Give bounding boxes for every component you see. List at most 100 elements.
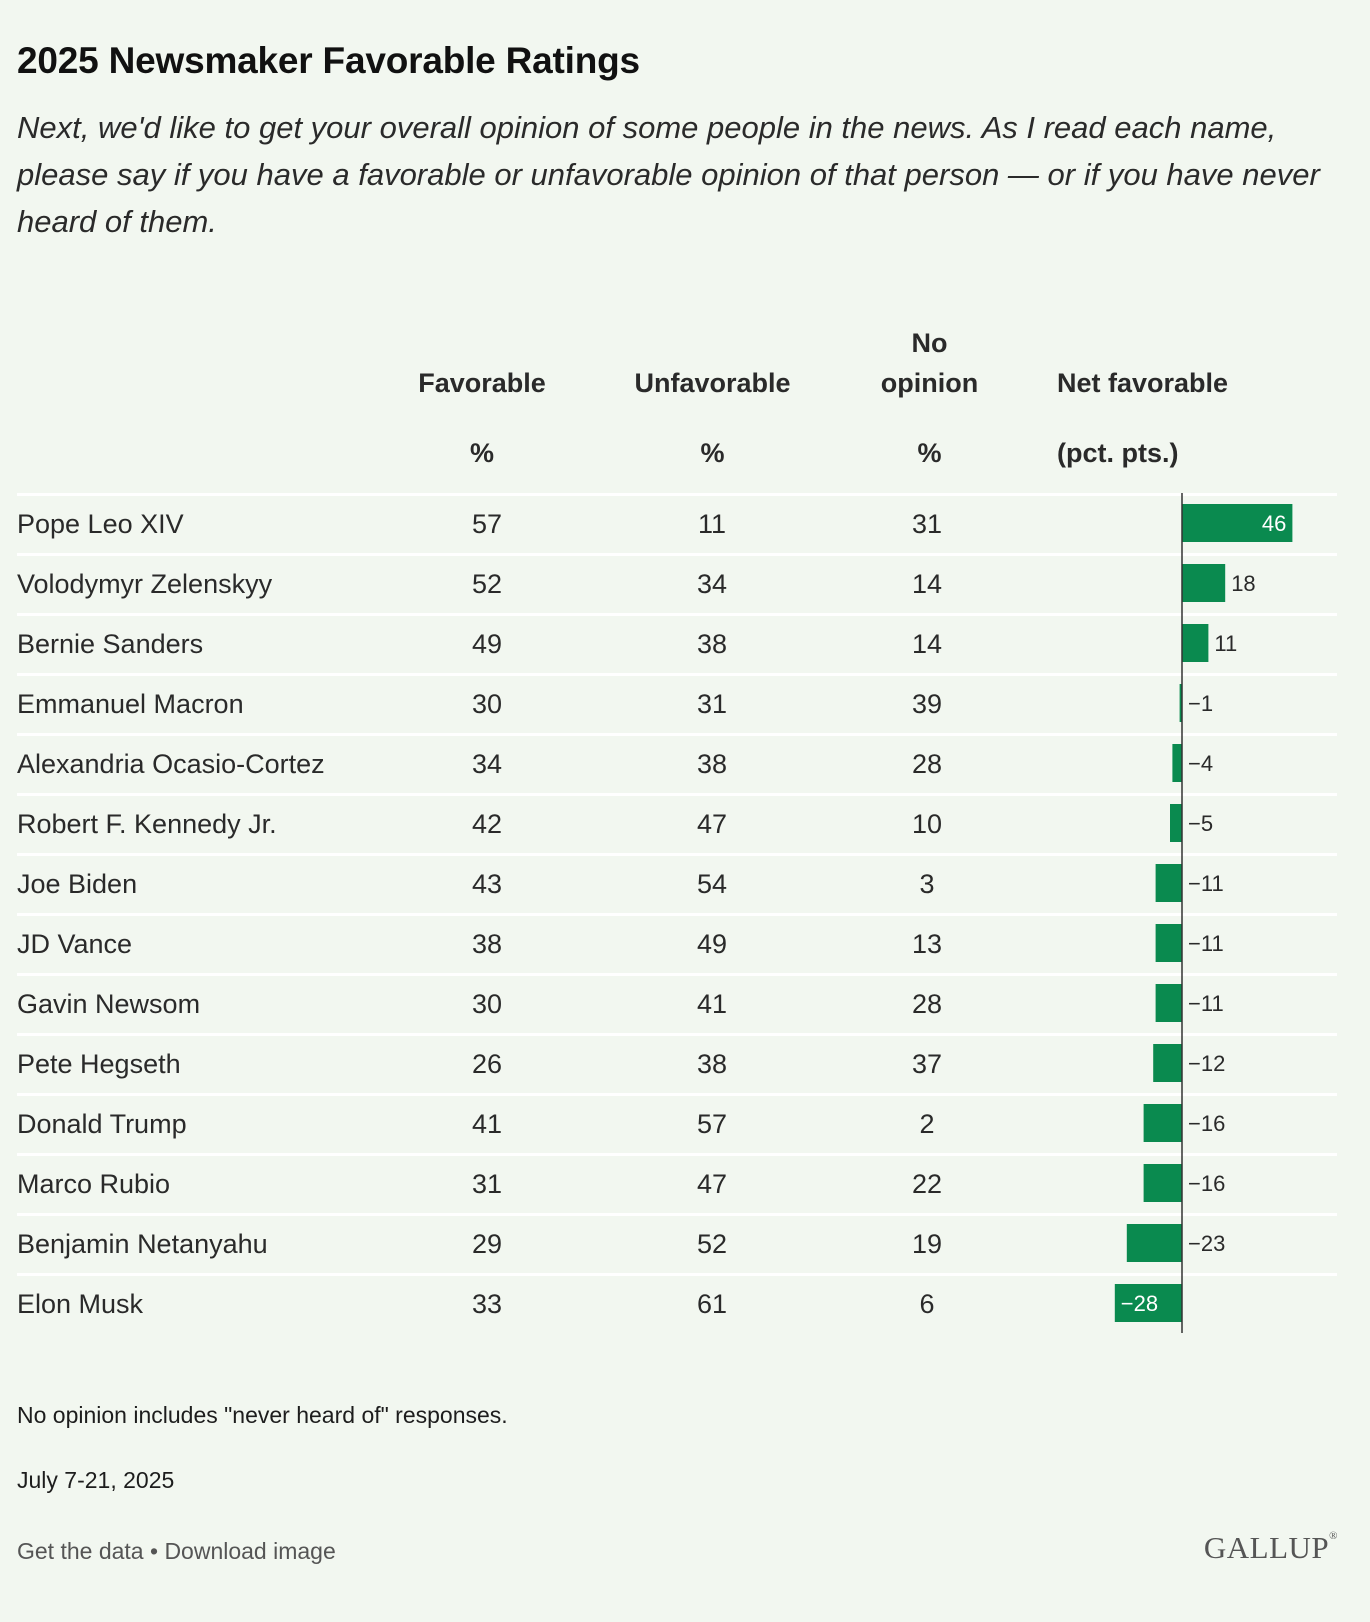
net-value-label: −11: [1188, 871, 1224, 896]
download-image-link[interactable]: Download image: [164, 1538, 336, 1564]
unfavorable-value: 11: [697, 509, 727, 539]
favorable-value: 38: [471, 929, 503, 959]
date: July 7-21, 2025: [17, 1467, 175, 1493]
net-bar: [1179, 684, 1182, 722]
no-opinion-value: 10: [911, 809, 943, 839]
header-net-pct-pts: (pct. pts.): [1057, 438, 1179, 468]
header-net-favorable: Net favorable: [1057, 368, 1229, 398]
person-name: Donald Trump: [17, 1109, 187, 1139]
unfavorable-value: 49: [696, 929, 728, 959]
data-table: Pope Leo XIV 57 11 31 Volodymyr Zelenskyy 52 3…: [17, 493, 1337, 1333]
net-bar: [1126, 1224, 1182, 1262]
header-unfavorable: Unfavorable: [634, 368, 791, 398]
net-value-label: −12: [1188, 1051, 1225, 1076]
footer-links: Get the data • Download image: [17, 1538, 336, 1565]
net-bar: [1155, 984, 1182, 1022]
unfavorable-value: 31: [696, 689, 728, 719]
net-value-label: −5: [1188, 811, 1213, 836]
net-bar: [1172, 744, 1182, 782]
favorable-value: 42: [471, 809, 503, 839]
no-opinion-value: 3: [919, 869, 935, 899]
table-row: Pete Hegseth 26 38 37: [17, 1033, 1337, 1093]
net-value-label: −28: [1121, 1291, 1158, 1316]
header-unfavorable-pct: %: [700, 438, 725, 468]
net-value-label: −16: [1188, 1171, 1225, 1196]
favorable-value: 30: [471, 689, 503, 719]
unfavorable-value: 47: [696, 809, 728, 839]
favorable-value: 30: [471, 989, 503, 1019]
unfavorable-value: 38: [696, 629, 728, 659]
chart-title: 2025 Newsmaker Favorable Ratings: [17, 40, 640, 81]
table-row: Donald Trump 41 57 2: [17, 1093, 1337, 1153]
person-name: Bernie Sanders: [17, 629, 204, 659]
table-row: Gavin Newsom 30 41 28: [17, 973, 1337, 1033]
table-row: Benjamin Netanyahu 29 52 19: [17, 1213, 1337, 1273]
no-opinion-value: 37: [911, 1049, 943, 1079]
person-name: Marco Rubio: [17, 1169, 171, 1199]
unfavorable-value: 52: [696, 1229, 728, 1259]
table-row: Bernie Sanders 49 38 14: [17, 613, 1337, 673]
person-name: Benjamin Netanyahu: [17, 1229, 268, 1259]
header-favorable-pct: %: [469, 438, 494, 468]
table-row: JD Vance 38 49 13: [17, 913, 1337, 973]
no-opinion-value: 19: [911, 1229, 943, 1259]
person-name: Volodymyr Zelenskyy: [17, 569, 273, 599]
person-name: Joe Biden: [17, 869, 138, 899]
unfavorable-value: 38: [696, 749, 728, 779]
table-row: Joe Biden 43 54 3: [17, 853, 1337, 913]
net-bar: [1153, 1044, 1182, 1082]
person-name: Pope Leo XIV: [17, 509, 184, 539]
unfavorable-value: 54: [696, 869, 728, 899]
gallup-logo: GALLUP®: [1203, 1530, 1338, 1565]
table-row: Elon Musk 33 61 6: [17, 1273, 1337, 1333]
favorable-value: 31: [471, 1169, 503, 1199]
favorable-value: 33: [471, 1289, 503, 1319]
no-opinion-value: 28: [911, 989, 943, 1019]
table-row: Marco Rubio 31 47 22: [17, 1153, 1337, 1213]
net-bar: [1114, 1284, 1182, 1322]
net-value-label: 46: [1262, 511, 1286, 536]
favorable-value: 57: [471, 509, 503, 539]
footnote: No opinion includes "never heard of" res…: [17, 1402, 508, 1428]
chart-subtitle: Next, we'd like to get your overall opin…: [17, 110, 1320, 239]
no-opinion-value: 14: [911, 629, 943, 659]
favorable-value: 41: [471, 1109, 503, 1139]
no-opinion-value: 39: [911, 689, 943, 719]
table-row: Robert F. Kennedy Jr. 42 47 10: [17, 793, 1337, 853]
favorable-value: 26: [471, 1049, 503, 1079]
favorable-value: 49: [471, 629, 503, 659]
gallup-logo-text: GALLUP: [1203, 1530, 1330, 1565]
person-name: Gavin Newsom: [17, 989, 201, 1019]
net-value-label: −16: [1188, 1111, 1225, 1136]
person-name: Robert F. Kennedy Jr.: [17, 809, 277, 839]
favorable-value: 43: [471, 869, 503, 899]
net-bar: [1155, 924, 1182, 962]
net-value-label: 18: [1231, 571, 1255, 596]
person-name: Pete Hegseth: [17, 1049, 181, 1079]
header-no-opinion-line2: opinion: [880, 368, 979, 398]
person-name: Elon Musk: [17, 1289, 144, 1319]
no-opinion-value: 6: [919, 1289, 935, 1319]
no-opinion-value: 28: [911, 749, 943, 779]
net-value-label: −4: [1188, 751, 1213, 776]
net-value-label: −1: [1188, 691, 1213, 716]
table-row: Emmanuel Macron 30 31 39: [17, 673, 1337, 733]
net-bar: [1155, 864, 1182, 902]
header-no-opinion-line1: No: [911, 328, 948, 358]
net-bar: [1182, 504, 1293, 542]
get-data-link[interactable]: Get the data: [17, 1538, 144, 1564]
person-name: Emmanuel Macron: [17, 689, 244, 719]
favorable-value: 29: [471, 1229, 503, 1259]
table-row: Pope Leo XIV 57 11 31: [17, 493, 1337, 553]
net-bar: [1182, 624, 1209, 662]
unfavorable-value: 57: [696, 1109, 728, 1139]
unfavorable-value: 47: [696, 1169, 728, 1199]
person-name: JD Vance: [17, 929, 133, 959]
header-no-opinion-pct: %: [917, 438, 942, 468]
net-value-label: −11: [1188, 931, 1224, 956]
net-bar: [1143, 1104, 1182, 1142]
no-opinion-value: 22: [911, 1169, 943, 1199]
link-separator: •: [143, 1538, 165, 1564]
net-value-label: 11: [1214, 631, 1237, 656]
no-opinion-value: 13: [911, 929, 943, 959]
